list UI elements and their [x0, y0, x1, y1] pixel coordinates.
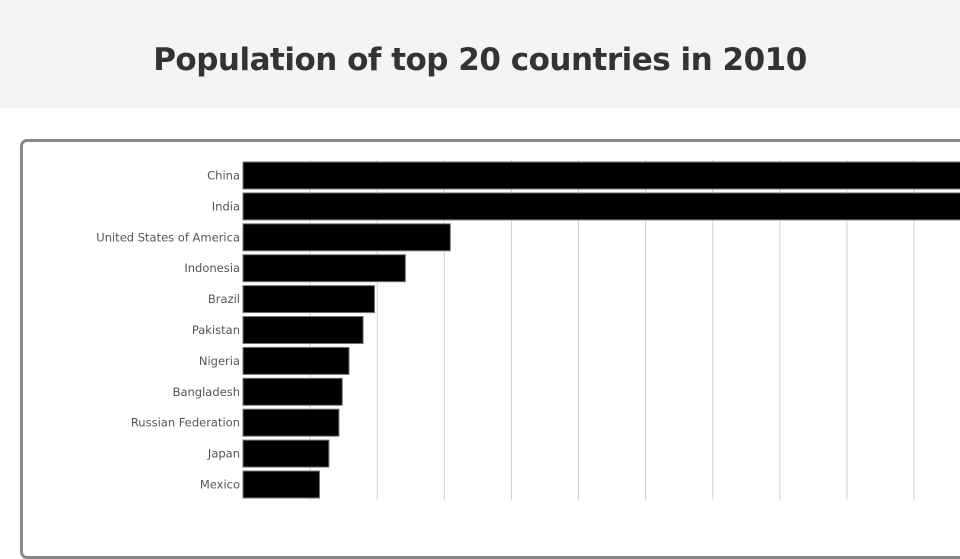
bar-bangladesh[interactable] — [242, 377, 343, 406]
bar-pakistan[interactable] — [242, 316, 364, 344]
category-label: Bangladesh — [173, 385, 240, 399]
category-labels: China India United States of America Indone… — [96, 169, 240, 492]
category-label: Japan — [207, 447, 240, 461]
bar-indonesia[interactable] — [242, 254, 406, 283]
bar-chart: China India United States of America Indone… — [96, 160, 960, 500]
bar-mexico[interactable] — [242, 470, 320, 499]
category-label: China — [207, 169, 240, 183]
category-label: United States of America — [96, 230, 240, 244]
bar-japan[interactable] — [242, 439, 330, 468]
bar-china[interactable] — [242, 161, 960, 190]
category-label: Russian Federation — [131, 416, 240, 430]
page-title: Population of top 20 countries in 2010 — [153, 42, 807, 78]
bars — [242, 161, 960, 499]
bar-brazil[interactable] — [242, 285, 376, 314]
bar-nigeria[interactable] — [242, 346, 350, 375]
category-label: Brazil — [208, 292, 240, 306]
category-label: Pakistan — [192, 323, 240, 337]
category-label: Nigeria — [199, 354, 240, 368]
category-label: India — [212, 199, 240, 213]
category-label: Indonesia — [184, 261, 240, 275]
bar-united-states-of-america[interactable] — [242, 223, 451, 252]
header-bar: Population of top 20 countries in 2010 — [0, 0, 960, 108]
bar-india[interactable] — [242, 192, 960, 221]
bar-russian-federation[interactable] — [242, 408, 340, 437]
category-label: Mexico — [200, 478, 240, 492]
